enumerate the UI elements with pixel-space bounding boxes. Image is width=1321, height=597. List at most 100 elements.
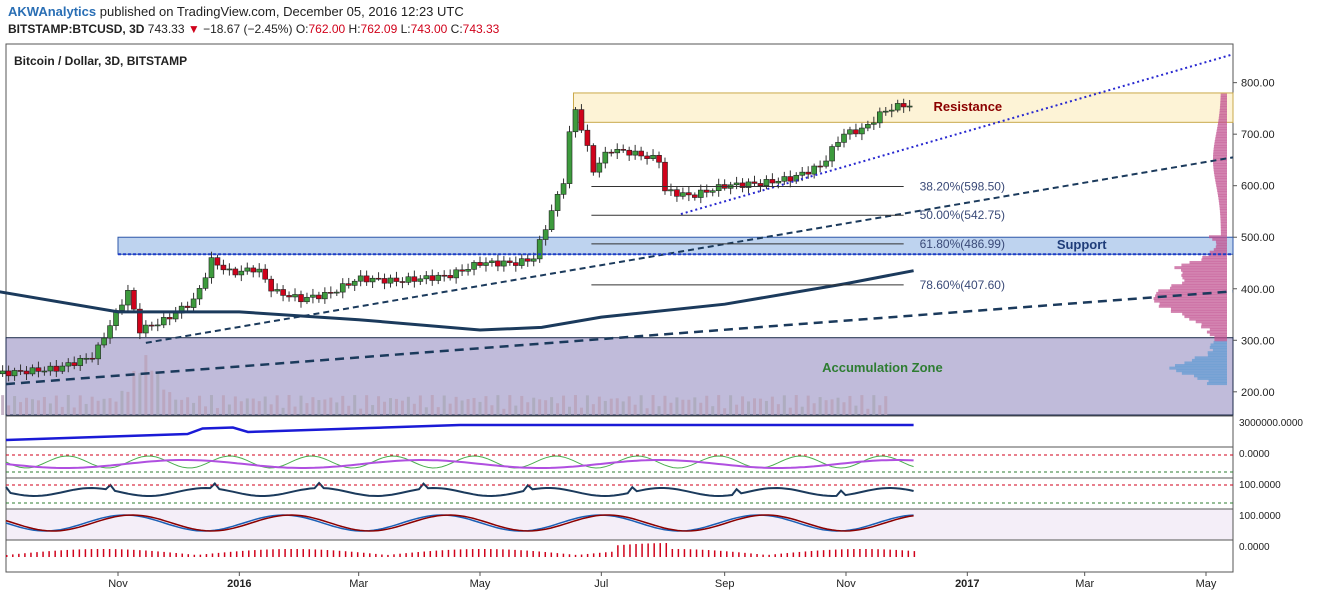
volume-bar xyxy=(7,405,10,415)
candle-body xyxy=(251,268,256,272)
histogram-bar xyxy=(436,551,438,557)
histogram-bar xyxy=(895,550,897,557)
candle-body xyxy=(770,179,775,183)
histogram-bar xyxy=(678,549,680,557)
candle-body xyxy=(883,111,888,112)
volume-bar xyxy=(103,399,106,415)
candle-body xyxy=(364,276,369,282)
histogram-bar xyxy=(248,550,250,557)
candle-body xyxy=(78,358,83,365)
candle-body xyxy=(424,276,429,279)
histogram-bar xyxy=(369,553,371,557)
volume-bar xyxy=(365,395,368,415)
volume-bar xyxy=(13,396,16,415)
fib-label: 50.00%(542.75) xyxy=(920,208,1005,222)
volume-bar xyxy=(520,396,523,415)
candle-body xyxy=(42,371,47,372)
volume-profile-bar xyxy=(1209,235,1227,238)
volume-bar xyxy=(437,407,440,415)
candle-body xyxy=(657,155,662,162)
candle-body xyxy=(836,142,841,146)
volume-bar xyxy=(640,395,643,415)
candle-body xyxy=(257,269,262,272)
volume-profile-bar xyxy=(1218,197,1227,200)
volume-bar xyxy=(228,405,231,415)
x-tick-label: 2016 xyxy=(227,578,251,590)
candle-body xyxy=(388,278,393,283)
volume-profile-bar xyxy=(1217,189,1227,192)
volume-bar xyxy=(156,372,159,415)
volume-bar xyxy=(395,399,398,415)
candle-body xyxy=(698,190,703,197)
volume-profile-bar xyxy=(1210,333,1227,336)
histogram-bar xyxy=(599,553,601,557)
volume-bar xyxy=(741,396,744,415)
y-tick-label: 700.00 xyxy=(1241,129,1275,141)
volume-profile-bar xyxy=(1202,323,1227,326)
volume-profile-bar xyxy=(1171,307,1227,310)
histogram-bar xyxy=(787,553,789,557)
histogram-bar xyxy=(563,554,565,557)
histogram-bar xyxy=(799,552,801,557)
candle-body xyxy=(412,277,417,282)
volume-bar xyxy=(658,406,661,415)
volume-profile-bar xyxy=(1175,364,1227,367)
histogram-bar xyxy=(805,551,807,557)
histogram-bar xyxy=(581,555,583,557)
histogram-bar xyxy=(780,554,782,557)
candle-body xyxy=(293,294,298,296)
volume-profile-bar xyxy=(1219,112,1227,115)
histogram-bar xyxy=(532,551,534,557)
histogram-bar xyxy=(254,550,256,557)
candle-body xyxy=(907,106,912,107)
volume-bar xyxy=(61,407,64,415)
candle-body xyxy=(376,278,381,279)
volume-bar xyxy=(216,408,219,415)
volume-profile-bar xyxy=(1218,194,1227,197)
volume-profile-bar xyxy=(1190,261,1227,264)
volume-bar xyxy=(294,407,297,415)
volume-bar xyxy=(502,409,505,415)
histogram-bar xyxy=(653,543,655,557)
histogram-bar xyxy=(430,551,432,557)
candle-body xyxy=(633,151,638,155)
volume-profile-bar xyxy=(1195,356,1227,359)
candle-body xyxy=(609,152,614,153)
histogram-bar xyxy=(12,554,14,557)
volume-bar xyxy=(568,407,571,415)
histogram-bar xyxy=(85,549,87,557)
histogram-bar xyxy=(91,549,93,557)
candle-body xyxy=(483,263,488,266)
histogram-bar xyxy=(30,553,32,557)
x-tick-label: Sep xyxy=(715,578,735,590)
histogram-bar xyxy=(538,551,540,557)
volume-bar xyxy=(425,407,428,415)
candle-body xyxy=(651,155,656,158)
candle-body xyxy=(36,368,41,372)
volume-profile-bar xyxy=(1214,171,1227,174)
indicator-scale-label: 0.0000 xyxy=(1239,449,1270,460)
candle-body xyxy=(328,292,333,293)
candle-body xyxy=(495,261,500,266)
volume-bar xyxy=(532,398,535,415)
volume-bar xyxy=(646,408,649,415)
volume-profile-bar xyxy=(1194,374,1227,377)
volume-bar xyxy=(377,396,380,415)
histogram-bar xyxy=(103,549,105,557)
volume-bar xyxy=(616,398,619,415)
histogram-bar xyxy=(127,550,128,557)
volume-profile-bar xyxy=(1220,109,1227,112)
volume-bar xyxy=(872,395,875,415)
volume-bar xyxy=(431,395,434,415)
volume-profile-bar xyxy=(1215,179,1227,182)
volume-bar xyxy=(305,403,308,415)
histogram-bar xyxy=(871,549,873,557)
volume-bar xyxy=(699,403,702,415)
volume-profile-bar xyxy=(1174,266,1227,269)
volume-profile-bar xyxy=(1221,96,1227,99)
volume-profile-bar xyxy=(1214,336,1227,339)
candle-body xyxy=(203,278,208,289)
volume-bar xyxy=(389,398,392,415)
candle-body xyxy=(298,294,303,301)
